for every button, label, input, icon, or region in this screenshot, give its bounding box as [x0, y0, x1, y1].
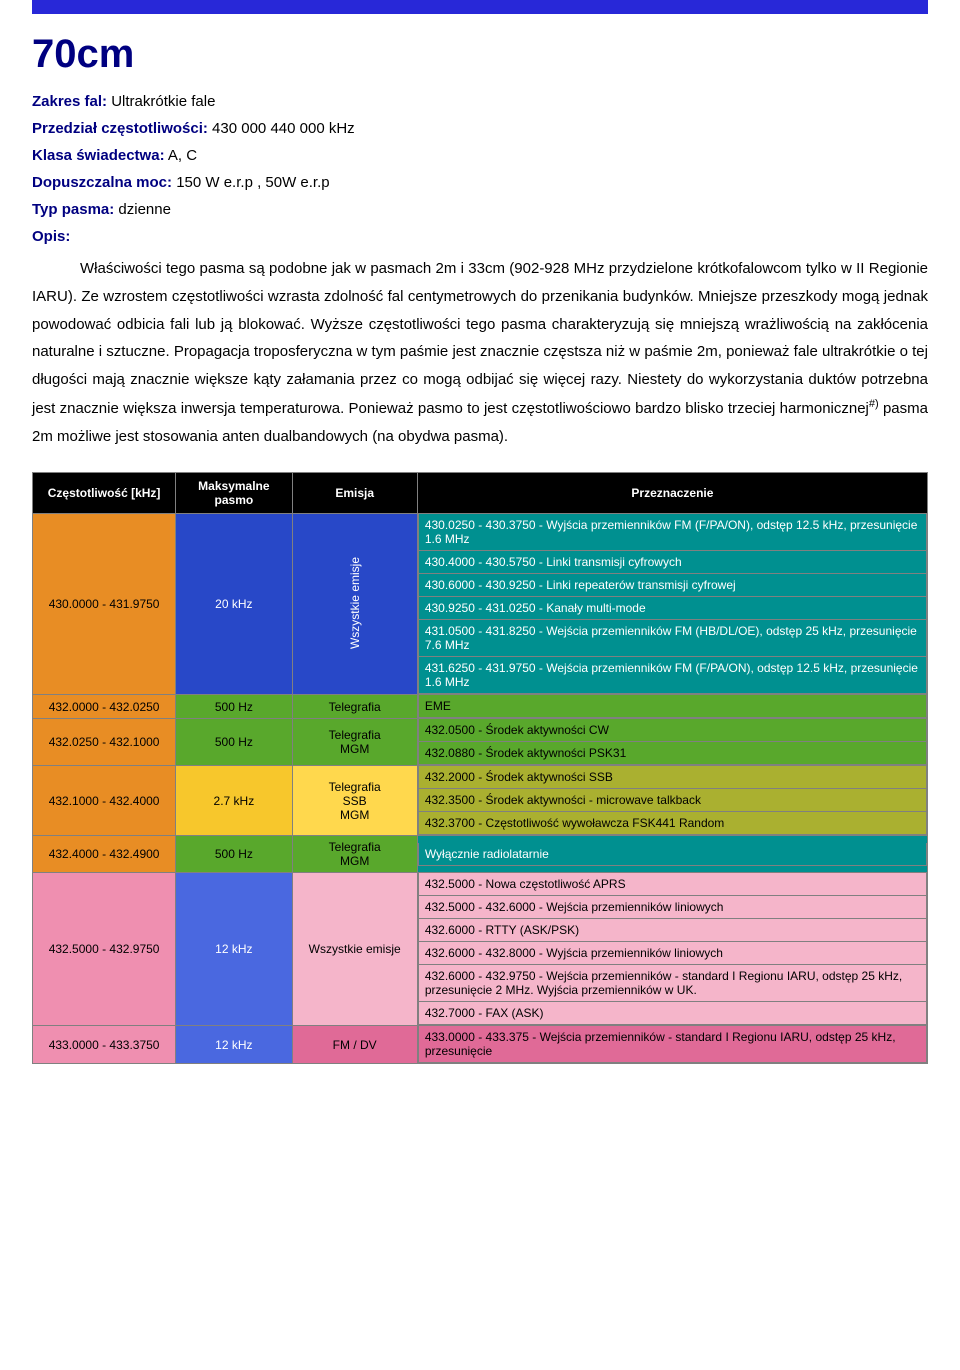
meta-line: Typ pasma: dzienne	[32, 201, 928, 218]
meta-line: Klasa świadectwa: A, C	[32, 147, 928, 164]
purpose-item: 431.0500 - 431.8250 - Wejścia przemienni…	[418, 620, 926, 657]
purpose-item: 432.0880 - Środek aktywności PSK31	[418, 742, 926, 765]
table-row: 432.0000 - 432.0250500 HzTelegrafiaEME	[33, 695, 928, 719]
table-header: Maksymalne pasmo	[176, 473, 292, 514]
purpose-item: 430.4000 - 430.5750 - Linki transmisji c…	[418, 551, 926, 574]
purpose-item: 430.9250 - 431.0250 - Kanały multi-mode	[418, 597, 926, 620]
cell-frequency: 430.0000 - 431.9750	[33, 514, 176, 695]
cell-bandwidth: 20 kHz	[176, 514, 292, 695]
meta-block: Zakres fal: Ultrakrótkie fale Przedział c…	[32, 93, 928, 245]
table-header: Emisja	[292, 473, 417, 514]
cell-purpose: EME	[417, 695, 927, 719]
cell-frequency: 432.0250 - 432.1000	[33, 719, 176, 766]
purpose-item: 433.0000 - 433.375 - Wejścia przemiennik…	[418, 1026, 926, 1063]
meta-label: Przedział częstotliwości:	[32, 120, 208, 137]
cell-frequency: 433.0000 - 433.3750	[33, 1026, 176, 1064]
meta-value: Ultrakrótkie fale	[107, 93, 215, 110]
cell-bandwidth: 500 Hz	[176, 695, 292, 719]
cell-frequency: 432.1000 - 432.4000	[33, 766, 176, 836]
table-row: 433.0000 - 433.375012 kHzFM / DV433.0000…	[33, 1026, 928, 1064]
purpose-item: 432.0500 - Środek aktywności CW	[418, 719, 926, 742]
cell-emission: TelegrafiaSSBMGM	[292, 766, 417, 836]
meta-value: 430 000 440 000 kHz	[208, 120, 355, 137]
purpose-item: 432.3500 - Środek aktywności - microwave…	[418, 789, 926, 812]
cell-bandwidth: 12 kHz	[176, 1026, 292, 1064]
top-bar	[32, 0, 928, 14]
meta-label: Klasa świadectwa:	[32, 147, 165, 164]
meta-value: dzienne	[114, 201, 171, 218]
description: Właściwości tego pasma są podobne jak w …	[32, 255, 928, 450]
cell-emission: Telegrafia	[292, 695, 417, 719]
table-row: 432.4000 - 432.4900500 HzTelegrafiaMGMWy…	[33, 836, 928, 873]
cell-bandwidth: 500 Hz	[176, 719, 292, 766]
cell-purpose: Wyłącznie radiolatarnie	[417, 836, 927, 873]
cell-frequency: 432.5000 - 432.9750	[33, 873, 176, 1026]
table-row: 430.0000 - 431.975020 kHzWszystkie emisj…	[33, 514, 928, 695]
cell-emission: Wszystkie emisje	[292, 873, 417, 1026]
cell-purpose: 430.0250 - 430.3750 - Wyjścia przemienni…	[417, 514, 927, 695]
cell-emission: Wszystkie emisje	[292, 514, 417, 695]
band-plan-table: Częstotliwość [kHz]Maksymalne pasmoEmisj…	[32, 472, 928, 1064]
purpose-item: 432.6000 - RTTY (ASK/PSK)	[418, 919, 926, 942]
table-row: 432.1000 - 432.40002.7 kHzTelegrafiaSSBM…	[33, 766, 928, 836]
table-header: Częstotliwość [kHz]	[33, 473, 176, 514]
cell-emission: FM / DV	[292, 1026, 417, 1064]
cell-bandwidth: 500 Hz	[176, 836, 292, 873]
meta-line: Opis:	[32, 228, 928, 245]
cell-bandwidth: 2.7 kHz	[176, 766, 292, 836]
meta-label: Dopuszczalna moc:	[32, 174, 172, 191]
purpose-item: 432.3700 - Częstotliwość wywoławcza FSK4…	[418, 812, 926, 835]
table-header-row: Częstotliwość [kHz]Maksymalne pasmoEmisj…	[33, 473, 928, 514]
cell-frequency: 432.0000 - 432.0250	[33, 695, 176, 719]
cell-bandwidth: 12 kHz	[176, 873, 292, 1026]
meta-line: Przedział częstotliwości: 430 000 440 00…	[32, 120, 928, 137]
meta-value: A, C	[165, 147, 198, 164]
purpose-item: 432.7000 - FAX (ASK)	[418, 1002, 926, 1025]
meta-line: Zakres fal: Ultrakrótkie fale	[32, 93, 928, 110]
cell-emission: TelegrafiaMGM	[292, 836, 417, 873]
purpose-item: Wyłącznie radiolatarnie	[418, 843, 926, 866]
purpose-item: 431.6250 - 431.9750 - Wejścia przemienni…	[418, 657, 926, 694]
table-row: 432.5000 - 432.975012 kHzWszystkie emisj…	[33, 873, 928, 1026]
meta-label: Opis:	[32, 228, 70, 245]
meta-label: Zakres fal:	[32, 93, 107, 110]
purpose-item: 432.6000 - 432.8000 - Wyjścia przemienni…	[418, 942, 926, 965]
purpose-item: EME	[418, 695, 926, 718]
purpose-item: 432.5000 - 432.6000 - Wejścia przemienni…	[418, 896, 926, 919]
purpose-item: 430.0250 - 430.3750 - Wyjścia przemienni…	[418, 514, 926, 551]
purpose-item: 432.2000 - Środek aktywności SSB	[418, 766, 926, 789]
purpose-item: 432.6000 - 432.9750 - Wejścia przemienni…	[418, 965, 926, 1002]
purpose-item: 432.5000 - Nowa częstotliwość APRS	[418, 873, 926, 896]
table-row: 432.0250 - 432.1000500 HzTelegrafiaMGM43…	[33, 719, 928, 766]
cell-purpose: 433.0000 - 433.375 - Wejścia przemiennik…	[417, 1026, 927, 1064]
meta-line: Dopuszczalna moc: 150 W e.r.p , 50W e.r.…	[32, 174, 928, 191]
desc-pre: Właściwości tego pasma są podobne jak w …	[32, 260, 928, 417]
meta-label: Typ pasma:	[32, 201, 114, 218]
cell-emission: TelegrafiaMGM	[292, 719, 417, 766]
meta-value: 150 W e.r.p , 50W e.r.p	[172, 174, 330, 191]
purpose-item: 430.6000 - 430.9250 - Linki repeaterów t…	[418, 574, 926, 597]
cell-frequency: 432.4000 - 432.4900	[33, 836, 176, 873]
cell-purpose: 432.0500 - Środek aktywności CW432.0880 …	[417, 719, 927, 766]
page-title: 70cm	[32, 32, 928, 77]
cell-purpose: 432.2000 - Środek aktywności SSB432.3500…	[417, 766, 927, 836]
desc-sup: #)	[869, 398, 879, 410]
cell-purpose: 432.5000 - Nowa częstotliwość APRS432.50…	[417, 873, 927, 1026]
table-header: Przeznaczenie	[417, 473, 927, 514]
